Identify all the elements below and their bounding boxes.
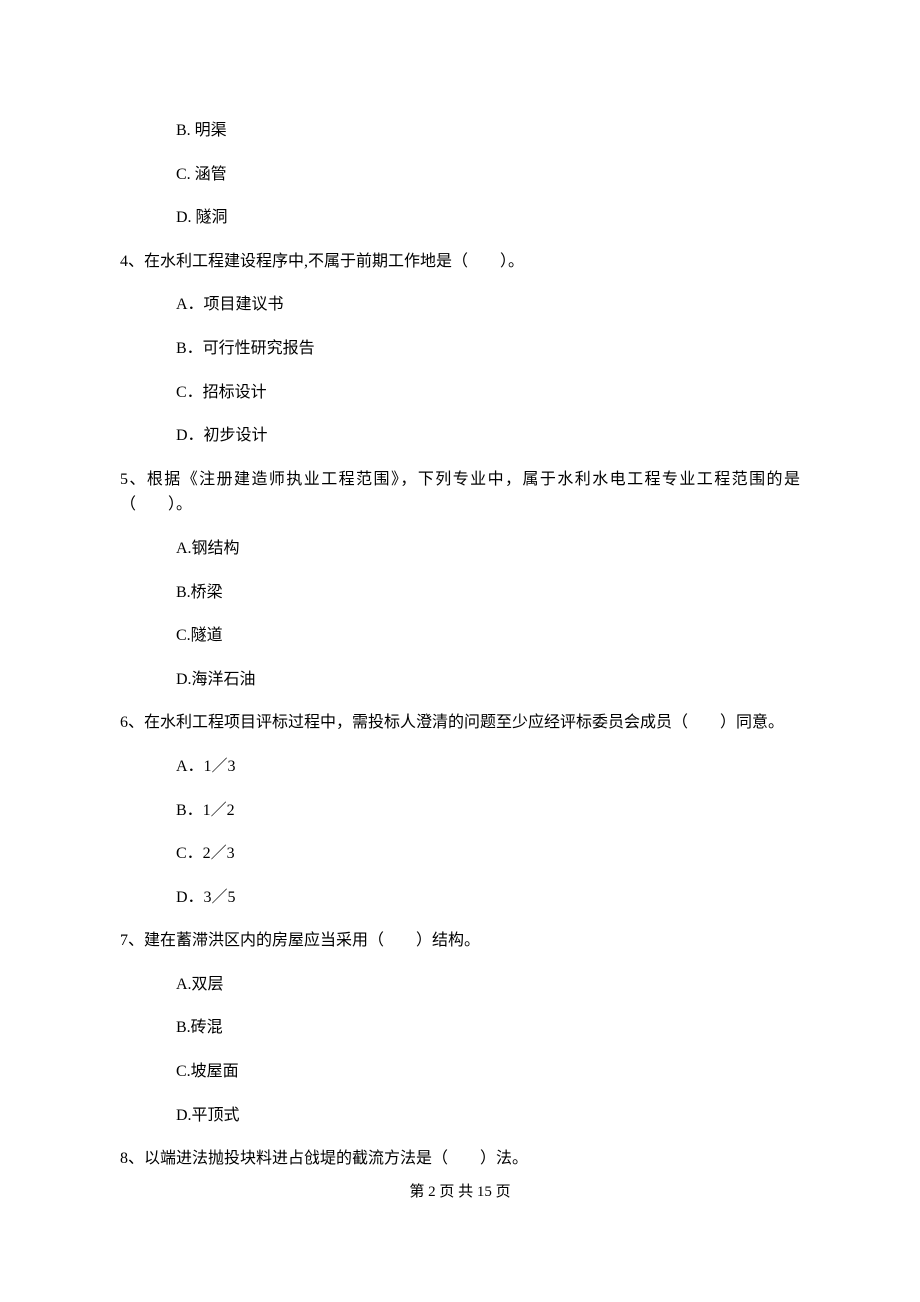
question-text: 8、以端进法抛投块料进占戗堤的截流方法是（ ）法。 (120, 1146, 800, 1172)
option-item: A．项目建议书 (176, 292, 800, 318)
option-item: C. 涵管 (176, 162, 800, 188)
option-item: C．2／3 (176, 841, 800, 867)
option-item: B. 明渠 (176, 118, 800, 144)
question-6: 6、在水利工程项目评标过程中，需投标人澄清的问题至少应经评标委员会成员（ ）同意… (120, 710, 800, 910)
option-item: D. 隧洞 (176, 205, 800, 231)
option-item: C.隧道 (176, 623, 800, 649)
question-4: 4、在水利工程建设程序中,不属于前期工作地是（ ）。 A．项目建议书 B．可行性… (120, 249, 800, 449)
option-item: C.坡屋面 (176, 1059, 800, 1085)
option-item: C．招标设计 (176, 380, 800, 406)
option-item: D．初步设计 (176, 423, 800, 449)
question-7: 7、建在蓄滞洪区内的房屋应当采用（ ）结构。 A.双层 B.砖混 C.坡屋面 D… (120, 928, 800, 1128)
option-item: D.平顶式 (176, 1103, 800, 1129)
option-item: A.钢结构 (176, 536, 800, 562)
option-item: B.桥梁 (176, 580, 800, 606)
question-8: 8、以端进法抛投块料进占戗堤的截流方法是（ ）法。 (120, 1146, 800, 1172)
option-item: A．1／3 (176, 754, 800, 780)
option-item: B．可行性研究报告 (176, 336, 800, 362)
question-text: 5、根据《注册建造师执业工程范围》，下列专业中，属于水利水电工程专业工程范围的是… (120, 467, 800, 518)
options-pre-container: B. 明渠 C. 涵管 D. 隧洞 (120, 118, 800, 231)
question-5: 5、根据《注册建造师执业工程范围》，下列专业中，属于水利水电工程专业工程范围的是… (120, 467, 800, 693)
option-item: B．1／2 (176, 798, 800, 824)
option-item: B.砖混 (176, 1015, 800, 1041)
option-item: D．3／5 (176, 885, 800, 911)
option-item: D.海洋石油 (176, 667, 800, 693)
question-text: 4、在水利工程建设程序中,不属于前期工作地是（ ）。 (120, 249, 800, 275)
option-item: A.双层 (176, 972, 800, 998)
question-text: 6、在水利工程项目评标过程中，需投标人澄清的问题至少应经评标委员会成员（ ）同意… (120, 710, 800, 736)
question-text: 7、建在蓄滞洪区内的房屋应当采用（ ）结构。 (120, 928, 800, 954)
page-footer: 第 2 页 共 15 页 (120, 1180, 800, 1204)
